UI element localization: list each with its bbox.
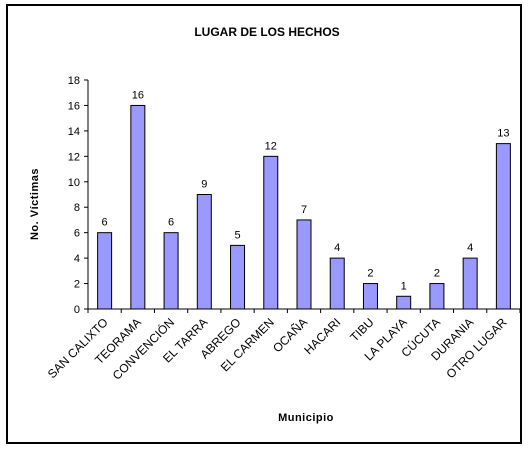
data-label: 2 — [367, 268, 373, 280]
y-tick-label: 10 — [68, 177, 80, 189]
bar — [462, 257, 478, 310]
bar — [230, 244, 246, 310]
bar — [263, 155, 279, 310]
y-tick-label: 2 — [74, 279, 80, 291]
data-label: 2 — [434, 268, 440, 280]
bar — [429, 283, 445, 310]
x-tick-label: OTRO LUGAR — [444, 315, 510, 381]
data-label: 13 — [497, 128, 509, 140]
data-label: 9 — [201, 179, 207, 191]
bar — [130, 104, 146, 310]
data-label: 1 — [401, 280, 407, 292]
bar — [495, 143, 511, 310]
y-axis-title: No. Víctimas — [29, 168, 41, 240]
y-tick-label: 8 — [74, 202, 80, 214]
bar — [396, 295, 412, 310]
data-label: 5 — [234, 229, 240, 241]
x-tick-label: HACARI — [301, 315, 343, 357]
x-tick-label: TIBU — [347, 315, 376, 344]
y-tick-label: 12 — [68, 151, 80, 163]
data-label: 4 — [334, 242, 340, 254]
y-tick-label: 18 — [68, 75, 80, 87]
y-tick-label: 16 — [68, 100, 80, 112]
bar — [362, 283, 378, 310]
data-label: 16 — [132, 89, 144, 101]
data-label: 12 — [265, 140, 277, 152]
bar — [296, 219, 312, 310]
data-label: 6 — [102, 217, 108, 229]
y-tick-label: 0 — [74, 304, 80, 316]
bar — [97, 232, 113, 310]
y-tick-label: 14 — [68, 126, 80, 138]
chart-frame: LUGAR DE LOS HECHOS No. Víctimas Municip… — [6, 4, 522, 444]
x-axis-title: Municipio — [278, 412, 334, 424]
bar-chart: LUGAR DE LOS HECHOS No. Víctimas Municip… — [29, 25, 521, 424]
chart-title: LUGAR DE LOS HECHOS — [194, 25, 339, 39]
y-tick-label: 4 — [74, 253, 80, 265]
bar — [196, 194, 212, 310]
bar — [329, 257, 345, 310]
y-tick-label: 6 — [74, 228, 80, 240]
bar — [163, 232, 179, 310]
data-label: 4 — [467, 242, 473, 254]
data-label: 7 — [301, 204, 307, 216]
data-label: 6 — [168, 217, 174, 229]
